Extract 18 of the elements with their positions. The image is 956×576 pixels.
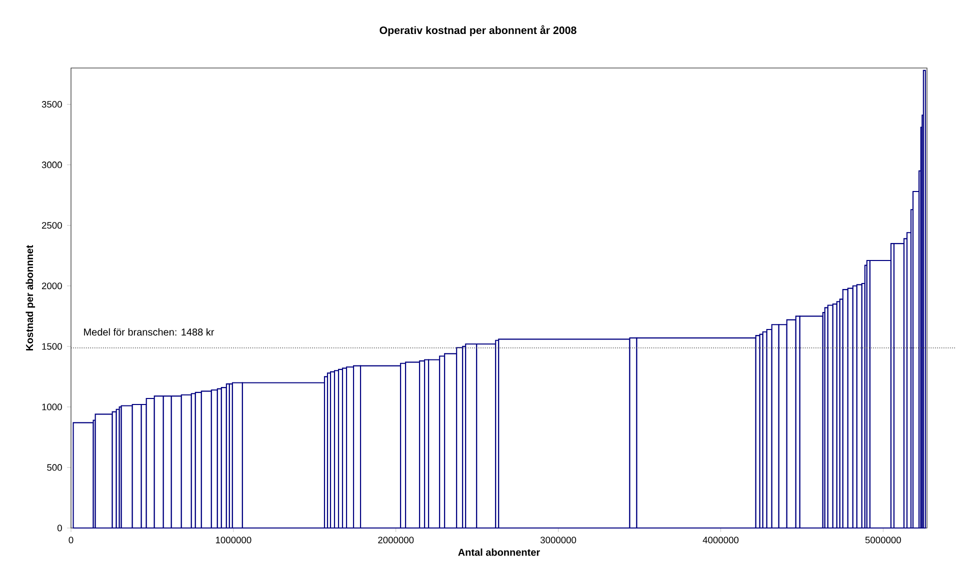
x-tick-label: 1000000 <box>216 536 252 544</box>
x-axis-title: Antal abonnenter <box>458 548 540 556</box>
x-tick-label: 5000000 <box>865 536 901 544</box>
y-axis-title: Kostnad per abonnnet <box>26 245 36 350</box>
ref-line-label: Medel för branschen: 1488 kr <box>84 328 214 336</box>
x-tick-label: 4000000 <box>702 536 739 544</box>
y-tick-label: 1000 <box>42 404 62 410</box>
x-tick-label: 0 <box>68 536 74 544</box>
y-tick-label: 3500 <box>42 101 62 108</box>
y-tick-label: 2500 <box>42 222 62 229</box>
y-tick-label: 3000 <box>42 162 62 168</box>
y-tick-label: 500 <box>47 464 62 471</box>
x-tick-label: 3000000 <box>540 536 576 544</box>
y-tick-label: 2000 <box>42 282 62 290</box>
y-tick-label: 1500 <box>42 343 62 350</box>
chart-title: Operativ kostnad per abonnent år 2008 <box>380 25 576 36</box>
y-tick-label: 0 <box>57 524 62 532</box>
x-tick-label: 2000000 <box>378 536 414 544</box>
